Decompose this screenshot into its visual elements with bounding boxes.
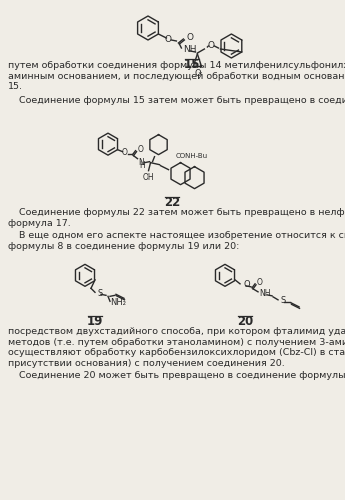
- Text: O: O: [243, 280, 250, 289]
- Text: O: O: [257, 278, 263, 287]
- Text: O: O: [208, 40, 215, 50]
- Text: путем обработки соединения формулы 14 метилфенилсульфонилхлоридом и растворителе: путем обработки соединения формулы 14 ме…: [8, 61, 345, 70]
- Text: O: O: [165, 34, 172, 43]
- Text: 19: 19: [87, 316, 103, 328]
- Text: формулы 8 в соединение формулы 19 или 20:: формулы 8 в соединение формулы 19 или 20…: [8, 242, 239, 251]
- Text: Соединение 20 может быть превращено в соединение формулы 13 или формулы 14.: Соединение 20 может быть превращено в со…: [19, 372, 345, 380]
- Text: Соединение формулы 15 затем может быть превращено в соединение формулы 22:: Соединение формулы 15 затем может быть п…: [19, 96, 345, 104]
- Text: В еще одном его аспекте настоящее изобретение относится к способу превращения со: В еще одном его аспекте настоящее изобре…: [19, 231, 345, 240]
- Text: методов (т.е. путем обработки этаноламином) с получением 3-амино-4-тиофенил-1-бу: методов (т.е. путем обработки этаноламин…: [8, 338, 345, 347]
- Text: N: N: [139, 158, 144, 166]
- Text: присутствии основания) с получением соединения 20.: присутствии основания) с получением соед…: [8, 359, 285, 368]
- Text: H: H: [139, 160, 145, 170]
- Text: NH₂: NH₂: [110, 298, 126, 307]
- Text: O: O: [186, 34, 194, 42]
- Text: S: S: [97, 289, 102, 298]
- Text: 22: 22: [164, 196, 180, 209]
- Text: 15: 15: [184, 58, 200, 71]
- Text: осуществляют обработку карбобензилоксихлоридом (Cbz-Cl) в стандартных условиях (: осуществляют обработку карбобензилоксихл…: [8, 348, 345, 358]
- Text: O: O: [194, 69, 201, 78]
- Text: OH: OH: [143, 172, 154, 182]
- Text: NH: NH: [184, 46, 197, 54]
- Text: посредством двухстадийного способа, при котором фталимид удаляют с использование: посредством двухстадийного способа, при …: [8, 328, 345, 336]
- Text: Соединение формулы 22 затем может быть превращено в нелфинавир в виде свободного: Соединение формулы 22 затем может быть п…: [19, 208, 345, 217]
- Text: S: S: [280, 296, 285, 306]
- Text: аминным основанием, и последующей обработки водным основанием с получением соеди: аминным основанием, и последующей обрабо…: [8, 72, 345, 80]
- Text: O: O: [121, 148, 127, 157]
- Text: O: O: [138, 145, 144, 154]
- Text: NH: NH: [259, 290, 270, 298]
- Text: 15.: 15.: [8, 82, 23, 91]
- Text: формула 17.: формула 17.: [8, 218, 71, 228]
- Text: CONH-Bu: CONH-Bu: [176, 152, 208, 158]
- Text: 20: 20: [237, 316, 253, 328]
